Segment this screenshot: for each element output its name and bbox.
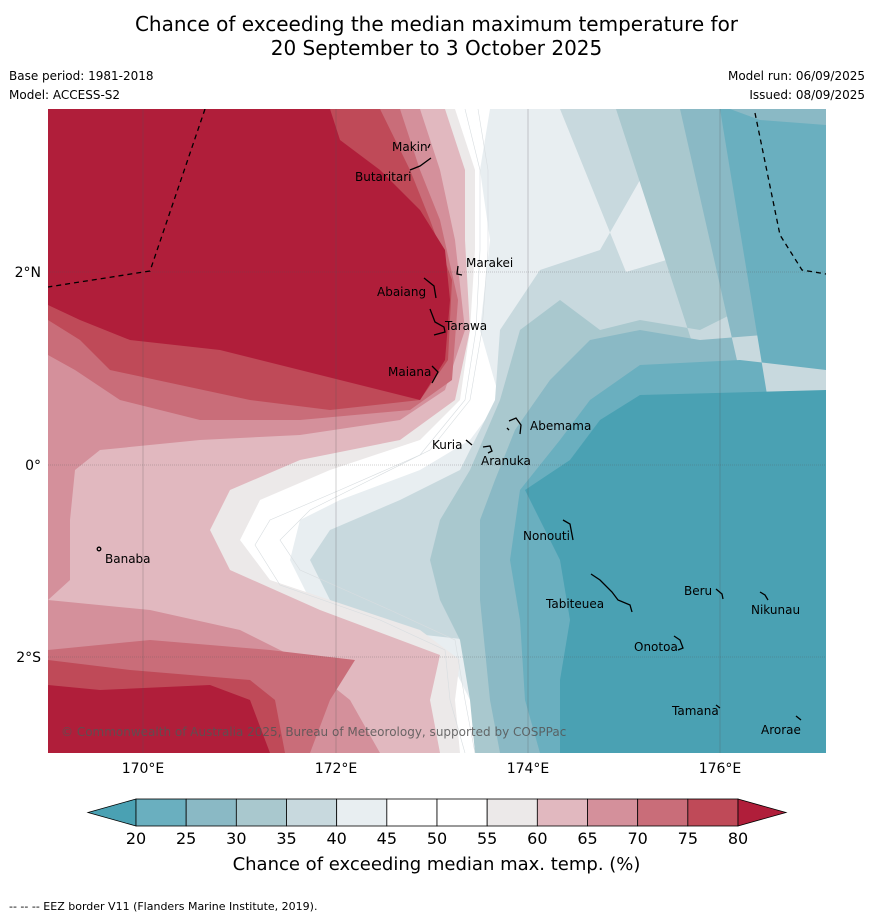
- eez-legend-note: -- -- -- EEZ border V11 (Flanders Marine…: [9, 900, 318, 913]
- colorbar-tick: 40: [326, 829, 346, 848]
- colorbar-extend-high: [737, 798, 788, 827]
- colorbar: 20 25 30 35 40 45 50 55 60 65 70 75 80: [86, 798, 788, 848]
- place-label: Beru: [684, 584, 712, 598]
- place-label: Banaba: [105, 552, 151, 566]
- model-name: Model: ACCESS-S2: [9, 88, 121, 102]
- colorbar-segment: [135, 798, 187, 827]
- copyright-notice: © Commonwealth of Australia 2025, Bureau…: [61, 725, 566, 739]
- colorbar-segment: [286, 798, 338, 827]
- place-label: Onotoa: [634, 640, 678, 654]
- lat-tick: 2°N: [15, 265, 41, 281]
- colorbar-tick: 35: [276, 829, 296, 848]
- colorbar-segment: [486, 798, 538, 827]
- colorbar-segment: [436, 798, 488, 827]
- colorbar-tick: 20: [126, 829, 146, 848]
- eez-border-east: [754, 112, 826, 275]
- colorbar-segment: [587, 798, 639, 827]
- colorbar-tick: 80: [728, 829, 748, 848]
- contour-50: [279, 109, 489, 753]
- lat-tick: 0°: [25, 458, 41, 474]
- island-outlines: [96, 143, 802, 721]
- place-label: Butaritari: [355, 170, 412, 184]
- colorbar-segment: [536, 798, 588, 827]
- title-line-1: Chance of exceeding the median maximum t…: [134, 12, 739, 36]
- colorbar-tick: 45: [377, 829, 397, 848]
- model-run: Model run: 06/09/2025: [727, 69, 865, 83]
- place-label: Tarawa: [444, 319, 487, 333]
- title-line-2: 20 September to 3 October 2025: [270, 36, 603, 60]
- colorbar-label: Chance of exceeding median max. temp. (%…: [232, 854, 641, 875]
- colorbar-tick: 60: [527, 829, 547, 848]
- colorbar-segment: [687, 798, 739, 827]
- place-label: Nonouti: [523, 529, 570, 543]
- issued-date: Issued: 08/09/2025: [749, 88, 865, 102]
- colorbar-segment: [185, 798, 237, 827]
- colorbar-tick: 65: [577, 829, 597, 848]
- probability-field: Makin Butaritari Marakei Abaiang Tarawa …: [48, 109, 826, 753]
- place-label: Abemama: [530, 419, 591, 433]
- colorbar-segment: [235, 798, 287, 827]
- colorbar-tick: 50: [427, 829, 447, 848]
- lon-tick: 172°E: [315, 761, 358, 777]
- place-label: Tabiteuea: [545, 597, 604, 611]
- lon-tick: 176°E: [699, 761, 742, 777]
- lon-tick: 170°E: [122, 761, 165, 777]
- lat-tick: 2°S: [16, 650, 41, 666]
- place-label: Makin: [392, 140, 428, 154]
- graticule: [48, 109, 826, 753]
- colorbar-tick: 55: [477, 829, 497, 848]
- colorbar-segment: [637, 798, 689, 827]
- colorbar-segment: [386, 798, 438, 827]
- band-20: [525, 390, 826, 753]
- place-label: Nikunau: [751, 603, 800, 617]
- band-25-top: [730, 109, 826, 125]
- place-label: Kuria: [432, 438, 463, 452]
- place-label: Abaiang: [377, 285, 426, 299]
- place-label: Aranuka: [481, 454, 531, 468]
- eez-border-west: [48, 109, 206, 288]
- place-label: Maiana: [388, 365, 431, 379]
- colorbar-tick: 75: [678, 829, 698, 848]
- lon-tick: 174°E: [507, 761, 550, 777]
- base-period: Base period: 1981-2018: [9, 69, 154, 83]
- colorbar-tick: 70: [627, 829, 647, 848]
- band-80: [48, 109, 450, 753]
- map-title: Chance of exceeding the median maximum t…: [0, 12, 873, 60]
- place-label: Marakei: [466, 256, 513, 270]
- colorbar-segment: [336, 798, 388, 827]
- contour-55: [254, 109, 481, 753]
- colorbar-extend-low: [86, 798, 137, 827]
- colorbar-tick: 30: [226, 829, 246, 848]
- place-label: Tamana: [671, 704, 719, 718]
- colorbar-tick: 25: [176, 829, 196, 848]
- place-label: Arorae: [761, 723, 801, 737]
